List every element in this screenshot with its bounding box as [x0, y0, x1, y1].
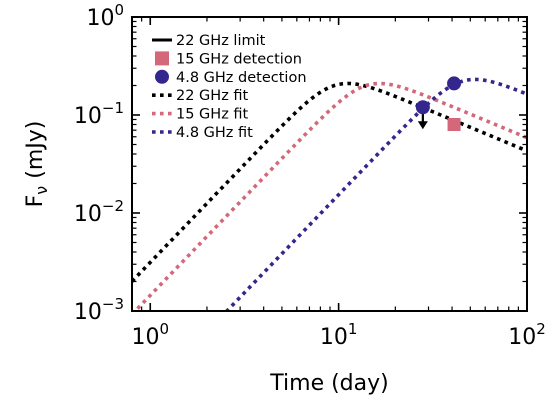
y-axis-label-unit: (mJy)	[23, 121, 48, 186]
y-axis-label-sub: ν	[32, 186, 51, 195]
axis-ticks	[131, 16, 528, 312]
detection-15ghz-marker	[447, 117, 461, 131]
x-tick-label: 100	[131, 320, 169, 350]
upper-limit-arrow	[417, 121, 428, 130]
legend-4-8-ghz-detection-label: 4.8 GHz detection	[176, 70, 307, 86]
data-markers	[415, 76, 462, 131]
y-tick-label: 10−2	[74, 197, 124, 227]
x-tick-label: 101	[320, 320, 358, 350]
detection-4-8ghz-marker	[415, 100, 430, 115]
y-tick-label: 10−3	[74, 295, 124, 325]
y-axis-label-base: F	[23, 195, 48, 208]
detection-4-8ghz-marker	[447, 76, 462, 91]
legend-15-ghz-detection-label: 15 GHz detection	[176, 51, 302, 67]
x-axis-label: Time (day)	[269, 371, 388, 396]
legend-22-ghz-limit-label: 22 GHz limit	[176, 33, 266, 49]
fit-curve-22-ghz-fit	[132, 81, 527, 283]
legend-4-8-ghz-detection-swatch	[155, 69, 169, 84]
x-tick-label: 102	[508, 320, 546, 350]
y-tick-label: 100	[86, 1, 124, 31]
legend-22-ghz-fit-label: 22 GHz fit	[176, 88, 249, 104]
legend: 22 GHz limit 15 GHz detection 4.8 GHz dete…	[152, 33, 307, 141]
legend-4-8-ghz-fit-label: 4.8 GHz fit	[176, 125, 253, 141]
y-axis-label: Fν (mJy)	[23, 121, 51, 208]
legend-15-ghz-fit-label: 15 GHz fit	[176, 107, 249, 123]
tick-labels: 100 101 102 10−3 10−2 10−1 100	[74, 1, 546, 350]
y-tick-label: 10−1	[74, 99, 124, 129]
fit-curves	[132, 77, 527, 311]
fit-curve-4-8-ghz-fit	[224, 77, 527, 311]
legend-15-ghz-detection-swatch	[155, 51, 169, 66]
